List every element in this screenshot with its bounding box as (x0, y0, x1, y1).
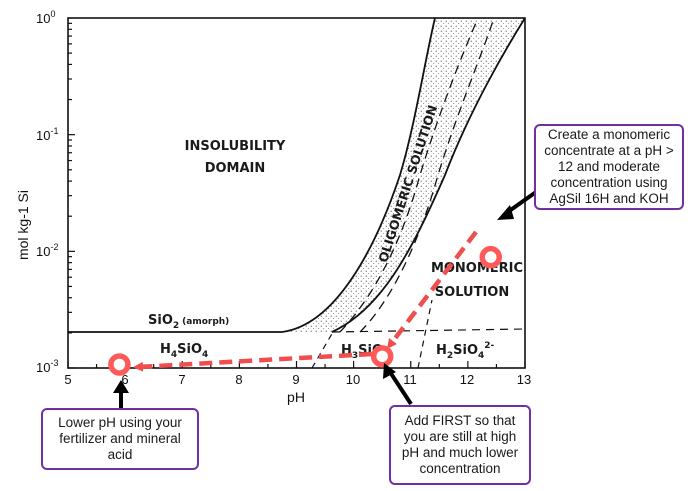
y-tick-label: 10-2 (36, 242, 58, 259)
y-tick-label: 100 (36, 9, 55, 26)
x-tick-label: 6 (121, 372, 128, 387)
callout-monomeric-concentrate: Create a monomeric concentrate at a pH >… (534, 124, 684, 210)
pka2-line (417, 299, 433, 369)
x-tick-label: 7 (178, 372, 185, 387)
insolubility-label-line2: DOMAIN (205, 161, 266, 176)
x-tick-label: 10 (346, 372, 360, 387)
pointer-arrowhead-top (497, 205, 514, 220)
marker-after-fertilizer (370, 345, 394, 368)
x-tick-label: 8 (235, 372, 242, 387)
pka1-line (311, 331, 334, 369)
marker-start (479, 245, 502, 269)
process-arrow-step1 (386, 230, 478, 349)
sio2-line-dashed (331, 328, 526, 333)
y-axis-label: mol kg-1 Si (15, 190, 31, 260)
x-ticks (67, 361, 526, 368)
h4sio4-label: H4SiO4 (160, 342, 208, 360)
oligomeric-band (282, 18, 525, 332)
sio2-label: SiO2 (amorph) (148, 313, 229, 331)
dashed-curve-2 (359, 17, 495, 333)
pointer-arrowhead-mid (383, 363, 396, 379)
callout-lower-ph: Lower pH using your fertilizer and miner… (41, 408, 199, 470)
x-tick-label: 9 (292, 372, 299, 387)
y-tick-label: 10-1 (36, 126, 58, 143)
monomeric-label: MONOMERIC (431, 261, 523, 276)
dashed-curve-1 (339, 17, 479, 333)
x-tick-label: 5 (64, 372, 71, 387)
callout-add-first: Add FIRST so that you are still at high … (389, 405, 531, 485)
x-tick-label: 13 (517, 372, 531, 387)
pointer-arrow-mid (388, 370, 413, 406)
x-tick-label: 12 (460, 372, 474, 387)
solubility-curve-lower (331, 17, 526, 333)
y-ticks (68, 22, 75, 369)
marker-final (108, 353, 131, 376)
monomeric-label-line2: SOLUTION (435, 285, 509, 300)
y-tick-label: 10-3 (36, 358, 58, 375)
h2sio4-label: H2SiO42- (436, 341, 495, 361)
x-tick-label: 11 (403, 372, 417, 387)
state-markers (108, 245, 502, 376)
pointer-arrowhead-left (113, 380, 129, 393)
solubility-curve-upper (281, 17, 436, 333)
x-axis-label: pH (287, 389, 305, 405)
insolubility-label: INSOLUBILITY (185, 139, 286, 154)
